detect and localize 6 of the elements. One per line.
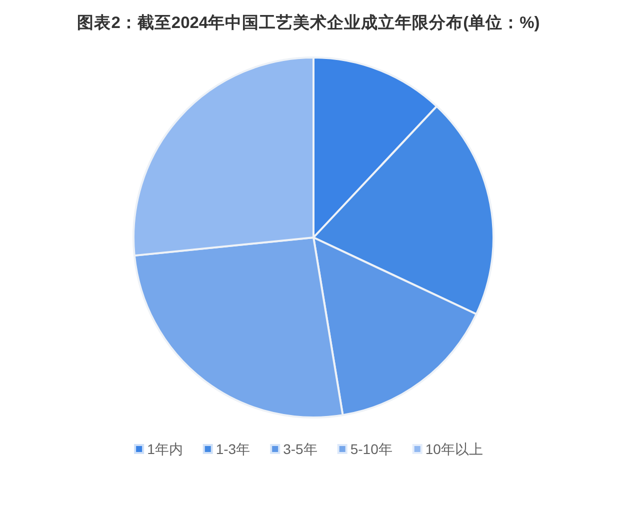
legend-label: 1-3年 — [216, 441, 250, 457]
legend-label: 3-5年 — [283, 441, 318, 457]
title: 图表2：截至2024年中国工艺美术企业成立年限分布(单位：%) — [77, 14, 540, 32]
legend-label: 10年以上 — [425, 441, 483, 457]
legend-label: 1年内 — [147, 441, 183, 457]
legend-label: 5-10年 — [350, 441, 392, 457]
